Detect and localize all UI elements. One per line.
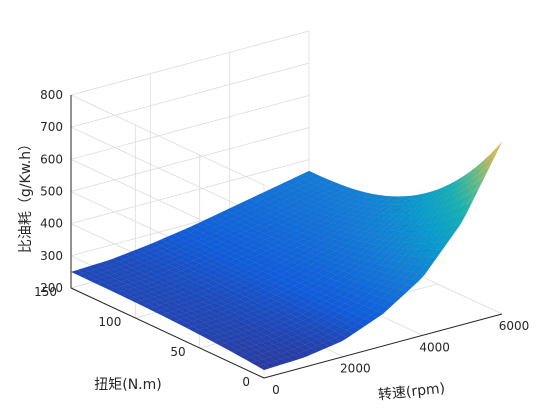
- z-tick-label: 300: [40, 249, 63, 263]
- grid-line: [70, 159, 310, 225]
- surface-face: [341, 186, 355, 193]
- z-tick-label: 600: [40, 152, 63, 166]
- grid-line: [70, 94, 310, 160]
- z-tick-label: 200: [40, 281, 63, 295]
- surface-face: [463, 166, 477, 181]
- x-tick-label: 4000: [419, 340, 450, 354]
- grid-line: [70, 62, 310, 128]
- x-tick-label: 2000: [340, 362, 371, 376]
- y-tick-label: 150: [34, 285, 57, 299]
- surface-face: [302, 170, 316, 177]
- surface-face: [315, 176, 329, 183]
- surface-face: [489, 141, 503, 161]
- grid-line: [70, 126, 265, 218]
- grid-line: [70, 94, 265, 186]
- surface-face: [444, 180, 458, 191]
- x-axis-label: 转速(rpm): [377, 381, 446, 404]
- y-tick-label: 100: [98, 315, 121, 329]
- x-axis-line: [263, 313, 503, 379]
- z-tick-label: 500: [40, 185, 63, 199]
- surface-face: [366, 193, 381, 199]
- z-tick-label: 700: [40, 120, 63, 134]
- y-tick-label: 0: [242, 375, 250, 389]
- z-tick-label: 800: [40, 88, 63, 102]
- y-axis-line: [70, 287, 265, 379]
- z-tick-label: 400: [40, 217, 63, 231]
- surface-face: [354, 190, 368, 197]
- surface-face: [457, 171, 470, 185]
- grid-line: [70, 30, 310, 96]
- grid-line: [70, 127, 310, 192]
- x-tick-label: 6000: [499, 319, 530, 333]
- surface-face: [360, 192, 374, 198]
- z-axis-label: 比油耗（g/Kw.h）: [18, 137, 34, 253]
- surface-face: [405, 194, 419, 201]
- surface-face: [398, 195, 413, 201]
- surface-face: [347, 189, 361, 195]
- y-tick-label: 50: [170, 345, 185, 359]
- y-axis-label: 扭矩(N.m): [94, 377, 161, 393]
- x-tick-label: 0: [272, 383, 280, 397]
- surface-face: [450, 176, 464, 188]
- surface-face: [373, 194, 387, 200]
- bsfc-surface: [70, 141, 503, 371]
- surface-face: [386, 196, 400, 201]
- surface-face: [411, 193, 426, 200]
